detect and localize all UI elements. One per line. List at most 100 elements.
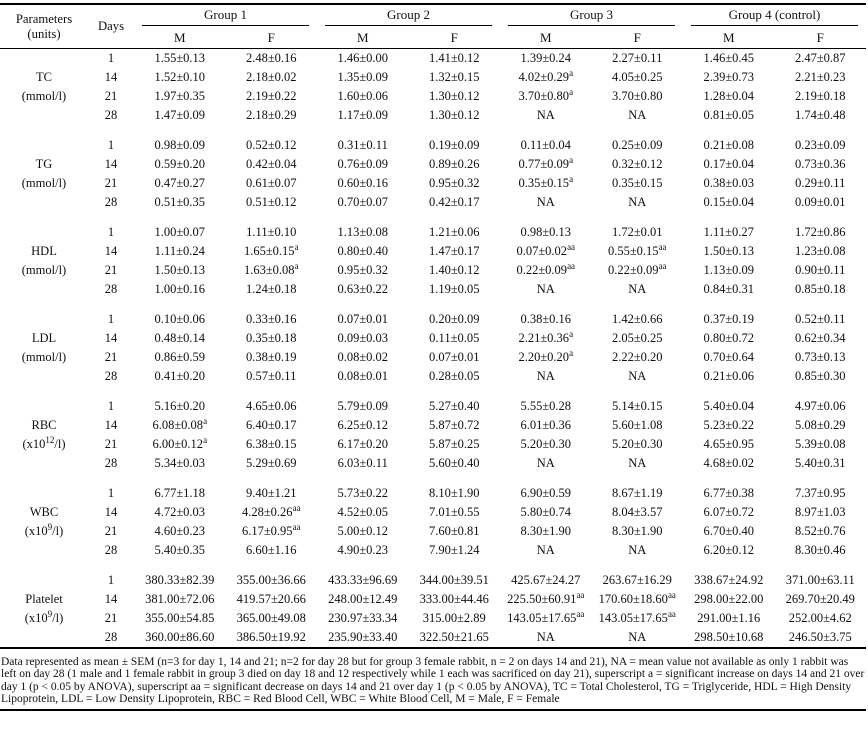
day-cell: 21 [104, 524, 118, 538]
value-cell: 1.35±0.09 [337, 70, 389, 84]
value-cell: 5.79±0.09 [337, 399, 389, 413]
value-cell: 0.42±0.17 [428, 195, 480, 209]
value-cell: 2.05±0.25 [611, 331, 663, 345]
value-cell: 0.38±0.03 [703, 176, 755, 190]
day-cell: 1 [107, 225, 115, 239]
value-cell: 0.70±0.07 [337, 195, 389, 209]
value-cell: 1.63±0.08a [243, 261, 299, 277]
parameter-cell: TG (mmol/l) [21, 157, 67, 190]
value-cell: 4.90±0.23 [337, 543, 389, 557]
parameter-cell: Platelet (x109/l) [24, 592, 64, 625]
value-cell: 1.11±0.27 [703, 225, 754, 239]
value-cell: 1.74±0.48 [794, 108, 846, 122]
table-row: 28 1.00±0.16 1.24±0.18 0.63±0.22 1.19±0.05 NA… [0, 280, 866, 299]
value-cell: 0.80±0.40 [337, 244, 389, 258]
value-cell: 5.60±1.08 [611, 418, 663, 432]
g2-female-header: F [408, 28, 500, 49]
value-cell: 5.00±0.12 [337, 524, 389, 538]
value-cell: 0.85±0.18 [794, 282, 846, 296]
value-cell: 143.05±17.65aa [598, 609, 676, 625]
value-cell: 0.23±0.09 [794, 138, 846, 152]
paper-table-page: Parameters (units) Days Group 1 Group 2 … [0, 3, 866, 711]
results-table: Parameters (units) Days Group 1 Group 2 … [0, 3, 866, 649]
value-cell: 0.37±0.19 [703, 312, 755, 326]
value-cell: 0.41±0.20 [154, 369, 206, 383]
value-cell: 0.19±0.09 [428, 138, 480, 152]
value-cell: 0.10±0.06 [154, 312, 206, 326]
value-cell: 1.00±0.16 [154, 282, 206, 296]
value-cell: 6.20±0.12 [703, 543, 755, 557]
value-cell: 2.18±0.02 [245, 70, 297, 84]
value-cell: 5.34±0.03 [154, 456, 206, 470]
value-cell: 4.97±0.06 [794, 399, 846, 413]
value-cell: 1.50±0.13 [154, 263, 206, 277]
parameter-cell: HDL (mmol/l) [21, 244, 67, 277]
value-cell: 0.98±0.13 [520, 225, 572, 239]
value-cell: 1.65±0.15a [243, 242, 299, 258]
value-cell: 0.61±0.07 [245, 176, 297, 190]
value-cell: 5.23±0.22 [703, 418, 755, 432]
table-row: TC (mmol/l) 1 1.55±0.13 2.48±0.16 1.46±0.00 1.… [0, 49, 866, 103]
table-row: 14 1.11±0.24 1.65±0.15a 0.80±0.40 1.47±0.17 0… [0, 242, 866, 261]
value-cell: 2.18±0.29 [245, 108, 297, 122]
table-row: HDL (mmol/l) 1 1.00±0.07 1.11±0.10 1.13±0.08 1… [0, 223, 866, 277]
value-cell: 0.84±0.31 [703, 282, 755, 296]
value-cell: NA [536, 456, 555, 470]
value-cell: 371.00±63.11 [785, 573, 855, 587]
value-cell: NA [536, 630, 555, 644]
value-cell: 5.14±0.15 [611, 399, 663, 413]
value-cell: 0.08±0.02 [337, 350, 389, 364]
value-cell: 170.60±18.60aa [598, 590, 676, 606]
value-cell: 0.38±0.16 [520, 312, 572, 326]
value-cell: 5.29±0.69 [245, 456, 297, 470]
value-cell: 1.28±0.04 [703, 89, 755, 103]
value-cell: NA [628, 456, 647, 470]
day-cell: 21 [104, 437, 118, 451]
value-cell: 0.32±0.12 [611, 157, 663, 171]
value-cell: 360.00±86.60 [145, 630, 215, 644]
value-cell: 0.33±0.16 [245, 312, 297, 326]
value-cell: 6.38±0.15 [245, 437, 297, 451]
value-cell: 6.01±0.36 [520, 418, 572, 432]
block-spacer [0, 299, 866, 310]
value-cell: 0.22±0.09aa [607, 261, 667, 277]
value-cell: 4.72±0.03 [154, 505, 206, 519]
value-cell: 0.22±0.09aa [516, 261, 576, 277]
value-cell: 2.19±0.18 [794, 89, 846, 103]
value-cell: 0.31±0.11 [337, 138, 388, 152]
value-cell: 0.60±0.16 [337, 176, 389, 190]
value-cell: 2.21±0.36a [518, 329, 574, 345]
value-cell: 1.39±0.24 [520, 51, 572, 65]
group3-header: Group 3 [500, 4, 683, 28]
value-cell: 0.57±0.11 [246, 369, 297, 383]
value-cell: 6.70±0.40 [703, 524, 755, 538]
value-cell: 425.67±24.27 [511, 573, 581, 587]
value-cell: 1.23±0.08 [794, 244, 846, 258]
value-cell: 298.00±22.00 [694, 592, 764, 606]
parameter-cell: RBC (x1012/l) [22, 418, 66, 451]
g4-male-header: M [683, 28, 775, 49]
value-cell: 6.25±0.12 [337, 418, 389, 432]
value-cell: 225.50±60.91aa [507, 590, 585, 606]
parameter-cell: LDL (mmol/l) [21, 331, 67, 364]
table-row: 14 6.08±0.08a 6.40±0.17 6.25±0.12 5.87±0.72 6… [0, 416, 866, 435]
value-cell: 6.40±0.17 [245, 418, 297, 432]
day-cell: 28 [104, 195, 118, 209]
value-cell: 0.17±0.04 [703, 157, 755, 171]
value-cell: 0.63±0.22 [337, 282, 389, 296]
value-cell: NA [536, 369, 555, 383]
block-spacer [0, 473, 866, 484]
value-cell: 246.50±3.75 [788, 630, 852, 644]
value-cell: 0.51±0.35 [154, 195, 206, 209]
value-cell: 1.17±0.09 [337, 108, 389, 122]
block-spacer [0, 125, 866, 136]
value-cell: 2.47±0.87 [794, 51, 846, 65]
block-spacer [0, 560, 866, 571]
group-header-row: Parameters (units) Days Group 1 Group 2 … [0, 4, 866, 49]
value-cell: 1.40±0.12 [428, 263, 480, 277]
value-cell: 0.77±0.09a [518, 155, 574, 171]
value-cell: 8.10±1.90 [428, 486, 480, 500]
group1-header: Group 1 [134, 4, 317, 28]
value-cell: 1.55±0.13 [154, 51, 206, 65]
value-cell: 2.22±0.20 [611, 350, 663, 364]
